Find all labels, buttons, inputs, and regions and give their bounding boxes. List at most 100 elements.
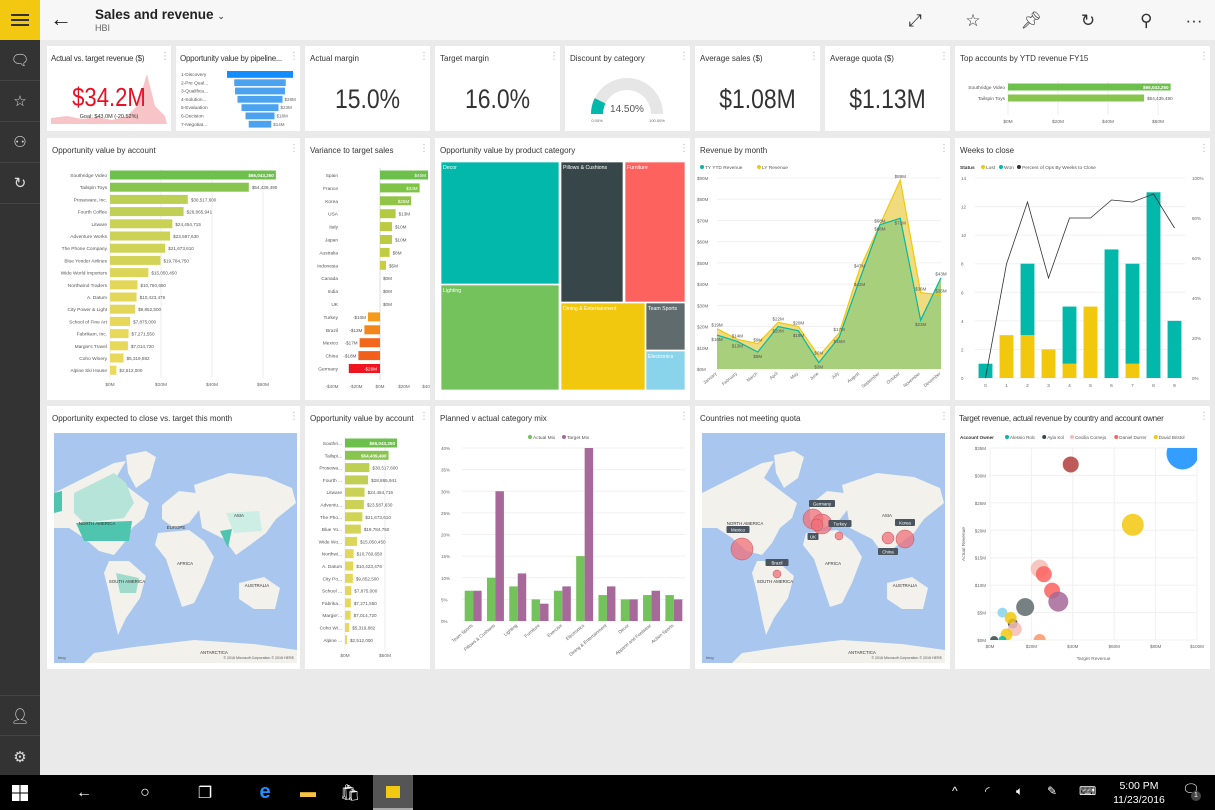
bar <box>380 247 390 257</box>
clock[interactable]: 5:00 PM 11/23/2016 <box>1110 779 1168 807</box>
tile-weeks-to-close[interactable]: Weeks to close ⋮ 0 2 4 6 8 10 12 14 0% 20% 40% 60% 80… <box>955 138 1210 400</box>
pin-button[interactable]: 📌︎ <box>1020 10 1042 32</box>
actual-bar <box>509 586 518 621</box>
tile-treemap[interactable]: Opportunity value by product category ⋮ D… <box>435 138 690 400</box>
favorite-button[interactable]: ☆ <box>962 10 984 32</box>
more-icon[interactable]: ⋮ <box>809 51 819 62</box>
ty-data-label: $43M <box>935 272 947 277</box>
more-icon[interactable]: ⋮ <box>419 411 429 422</box>
y-tick-label: $20M <box>697 325 709 330</box>
bar <box>348 364 380 373</box>
sidebar-item-settings[interactable]: ⚙ <box>0 736 40 777</box>
tile-average-quota[interactable]: Average quota ($) ⋮ $1.13M <box>825 46 950 131</box>
axis-tick-label: $20M <box>1052 119 1064 125</box>
tile-category-mix[interactable]: Planned v actual category mix ⋮ 0% 5% 10% 15… <box>435 406 690 669</box>
action-center-button[interactable]: 🗨︎ 1 <box>1182 781 1201 801</box>
x-tick-label: 7 <box>1131 383 1134 389</box>
tile-target-margin[interactable]: Target margin ⋮ 16.0% <box>435 46 560 131</box>
dashboard-title[interactable]: Sales and revenue ⌄ <box>95 7 225 22</box>
edge-button[interactable]: e <box>245 775 285 810</box>
more-icon[interactable]: ⋮ <box>679 51 689 62</box>
sidebar-item-favorites[interactable]: ☆ <box>0 81 40 122</box>
category-label: A. Datum <box>322 564 342 570</box>
tile-actual-vs-target[interactable]: Actual vs. target revenue ($) ⋮ $34.2M Go… <box>47 46 171 131</box>
more-icon[interactable]: ⋮ <box>1199 411 1209 422</box>
category-label: Fourth ... <box>323 478 342 484</box>
start-button[interactable] <box>0 775 40 810</box>
legend-label: Lost <box>986 165 996 171</box>
country-label-bg <box>895 519 915 526</box>
percent-line <box>985 193 1175 379</box>
show-hidden-icons[interactable]: ^ <box>952 784 958 798</box>
more-icon[interactable]: ⋮ <box>1199 143 1209 154</box>
more-icon[interactable]: ⋮ <box>419 143 429 154</box>
legend-marker <box>528 435 532 439</box>
bar <box>110 219 173 229</box>
tile-variance[interactable]: Variance to target sales ⋮ -$40M -$20M $0M $… <box>305 138 430 400</box>
tile-pipeline[interactable]: Opportunity value by pipeline... ⋮ 1-Disc… <box>176 46 300 131</box>
more-icon[interactable]: ⋮ <box>289 51 299 62</box>
refresh-icon: ↻ <box>1080 11 1096 30</box>
tile-title: Opportunity value by account <box>310 414 414 423</box>
continent-an <box>84 640 297 663</box>
expand-button[interactable]: ⤢ <box>904 10 926 32</box>
month-label: December <box>923 371 942 388</box>
bubble-map[interactable]: NORTH AMERICA ASIA AFRICA SOUTH AMERICA AUST… <box>695 406 950 669</box>
tile-scatter[interactable]: Target revenue, actual revenue by countr… <box>955 406 1210 669</box>
taskbar-back-button[interactable]: ← <box>64 775 104 810</box>
more-icon[interactable]: ⋮ <box>679 411 689 422</box>
tile-actual-margin[interactable]: Actual margin ⋮ 15.0% <box>305 46 430 131</box>
more-icon[interactable]: ⋮ <box>939 51 949 62</box>
sidebar-item-comments[interactable]: 🗨 <box>0 40 40 81</box>
back-button[interactable]: ← <box>50 8 72 30</box>
tile-discount[interactable]: Discount by category ⋮ 14.50% 0.00% 100.00% <box>565 46 690 131</box>
refresh-button[interactable]: ↻ <box>1077 10 1099 32</box>
ty-data-label: $18M <box>793 333 805 338</box>
touch-keyboard-icon[interactable]: ⌨ <box>1079 784 1097 798</box>
file-explorer-button[interactable]: ▬ <box>288 775 328 810</box>
wifi-icon[interactable]: ◜ <box>985 784 990 798</box>
bar <box>110 255 161 265</box>
ly-data-label: $22M <box>772 316 784 321</box>
tile-map-quota[interactable]: Countries not meeting quota ⋮ NORTH AMERI… <box>695 406 950 669</box>
bar <box>110 365 117 375</box>
tile-map-close[interactable]: Opportunity expected to close vs. target… <box>47 406 300 669</box>
more-icon[interactable]: ⋮ <box>679 143 689 154</box>
axis-tick-label: $20M <box>155 382 167 388</box>
more-icon[interactable]: ⋮ <box>160 51 170 62</box>
more-icon[interactable]: ⋮ <box>289 143 299 154</box>
treemap-label: Pillows & Cushions <box>563 165 608 171</box>
hamburger-menu-button[interactable] <box>0 0 40 40</box>
volume-icon[interactable]: 🔈︎ <box>1016 784 1024 798</box>
more-icon[interactable]: ⋮ <box>939 411 949 422</box>
more-icon[interactable]: ⋮ <box>1199 51 1209 62</box>
store-button[interactable]: 🛍︎ <box>330 775 370 810</box>
task-view-button[interactable]: ❐ <box>185 775 225 810</box>
tile-revenue-by-month[interactable]: Revenue by month ⋮ $0M $10M $20M $30M $40M $50… <box>695 138 950 400</box>
more-icon[interactable]: ⋮ <box>549 51 559 62</box>
pen-icon[interactable]: ✎ <box>1047 784 1058 798</box>
search-button[interactable]: ⚲ <box>1135 10 1157 32</box>
cortana-button[interactable]: ○ <box>125 775 165 810</box>
more-icon[interactable]: ⋮ <box>419 51 429 62</box>
powerbi-app-button[interactable] <box>373 775 413 810</box>
country-label: UK <box>331 302 338 308</box>
data-label: $9,852,500 <box>356 576 379 581</box>
data-label: $23,587,630 <box>367 503 393 508</box>
more-icon[interactable]: ⋮ <box>939 143 949 154</box>
more-options-button[interactable]: ··· <box>1183 10 1205 32</box>
sidebar-item-recent[interactable]: ↻ <box>0 163 40 204</box>
tile-opp-by-account[interactable]: Opportunity value by account ⋮ $0M $20M $40… <box>47 138 300 400</box>
back-arrow-icon: ← <box>50 6 72 31</box>
sidebar-item-account[interactable]: 👤︎ <box>0 695 40 736</box>
category-label: Litware <box>327 490 343 496</box>
tile-top-accounts[interactable]: Top accounts by YTD revenue FY15 ⋮ $0M $20… <box>955 46 1210 131</box>
more-icon[interactable]: ⋮ <box>289 411 299 422</box>
sidebar-item-shared[interactable]: ⚇ <box>0 122 40 163</box>
tile-title: Actual vs. target revenue ($) <box>51 54 145 63</box>
data-label: $19,784,750 <box>163 258 189 263</box>
filled-map[interactable]: NORTH AMERICA EUROPE ASIA AFRICA SOUTH AMERI… <box>47 406 300 669</box>
country-label: USA <box>328 212 339 218</box>
tile-opp-by-account-small[interactable]: Opportunity value by account ⋮ $0M $50M Sou… <box>305 406 430 669</box>
tile-average-sales[interactable]: Average sales ($) ⋮ $1.08M <box>695 46 820 131</box>
